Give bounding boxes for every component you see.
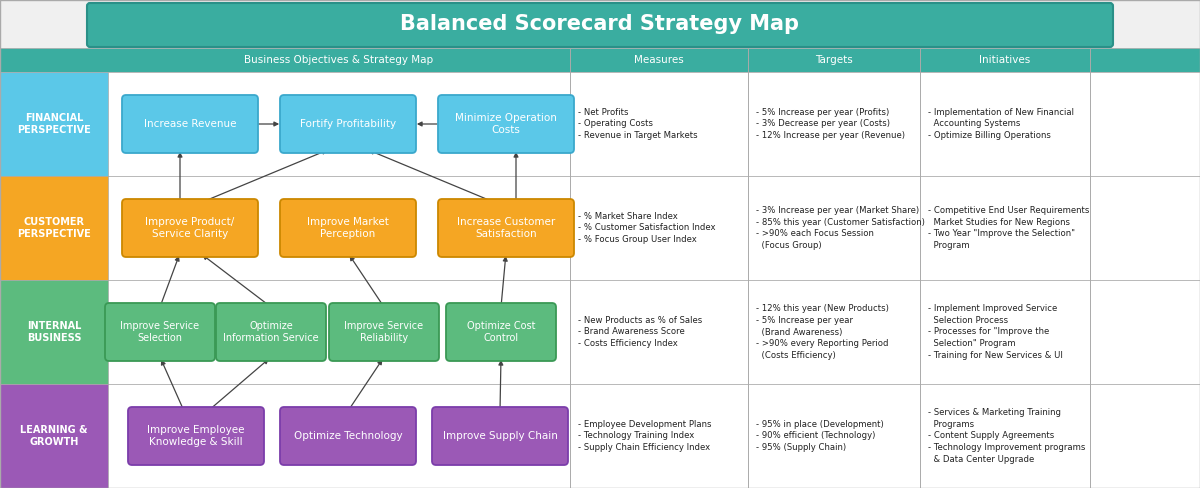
Text: Increase Revenue: Increase Revenue	[144, 119, 236, 129]
Bar	[0, 72, 108, 176]
Text: - Implementation of New Financial
  Accounting Systems
- Optimize Billing Operat: - Implementation of New Financial Accoun…	[928, 108, 1074, 141]
FancyBboxPatch shape	[280, 95, 416, 153]
FancyBboxPatch shape	[106, 303, 215, 361]
Bar	[0, 280, 108, 384]
FancyBboxPatch shape	[280, 407, 416, 465]
FancyBboxPatch shape	[438, 199, 574, 257]
Text: Optimize
Information Service: Optimize Information Service	[223, 321, 319, 343]
Text: Optimize Cost
Control: Optimize Cost Control	[467, 321, 535, 343]
Text: - New Products as % of Sales
- Brand Awareness Score
- Costs Efficiency Index: - New Products as % of Sales - Brand Awa…	[578, 316, 702, 348]
Text: - 95% in place (Development)
- 90% efficient (Technology)
- 95% (Supply Chain): - 95% in place (Development) - 90% effic…	[756, 420, 883, 452]
Text: Minimize Operation
Costs: Minimize Operation Costs	[455, 113, 557, 135]
Bar	[0, 280, 1200, 384]
FancyBboxPatch shape	[122, 199, 258, 257]
Text: INTERNAL
BUSINESS: INTERNAL BUSINESS	[26, 321, 82, 343]
Text: Improve Service
Reliability: Improve Service Reliability	[344, 321, 424, 343]
Text: Measures: Measures	[634, 55, 684, 65]
FancyBboxPatch shape	[280, 199, 416, 257]
Text: - 5% Increase per year (Profits)
- 3% Decrease per year (Costs)
- 12% Increase p: - 5% Increase per year (Profits) - 3% De…	[756, 108, 905, 141]
Text: Targets: Targets	[815, 55, 853, 65]
Text: - Services & Marketing Training
  Programs
- Content Supply Agreements
- Technol: - Services & Marketing Training Programs…	[928, 408, 1085, 464]
Text: - % Market Share Index
- % Customer Satisfaction Index
- % Focus Group User Inde: - % Market Share Index - % Customer Sati…	[578, 212, 715, 244]
Bar	[0, 384, 1200, 488]
Text: Improve Employee
Knowledge & Skill: Improve Employee Knowledge & Skill	[148, 425, 245, 447]
Text: Improve Product/
Service Clarity: Improve Product/ Service Clarity	[145, 217, 235, 239]
FancyBboxPatch shape	[216, 303, 326, 361]
FancyBboxPatch shape	[438, 95, 574, 153]
Bar	[0, 48, 1200, 72]
FancyBboxPatch shape	[128, 407, 264, 465]
FancyBboxPatch shape	[122, 95, 258, 153]
Text: Improve Market
Perception: Improve Market Perception	[307, 217, 389, 239]
Text: CUSTOMER
PERSPECTIVE: CUSTOMER PERSPECTIVE	[17, 217, 91, 239]
Text: Improve Supply Chain: Improve Supply Chain	[443, 431, 558, 441]
Bar	[0, 72, 1200, 488]
Text: - Employee Development Plans
- Technology Training Index
- Supply Chain Efficien: - Employee Development Plans - Technolog…	[578, 420, 712, 452]
FancyBboxPatch shape	[88, 3, 1114, 47]
Text: - 12% this year (New Products)
- 5% Increase per year
  (Brand Awareness)
- >90%: - 12% this year (New Products) - 5% Incr…	[756, 304, 889, 360]
Bar	[0, 176, 1200, 280]
FancyBboxPatch shape	[329, 303, 439, 361]
Text: LEARNING &
GROWTH: LEARNING & GROWTH	[20, 425, 88, 447]
Text: - 3% Increase per year (Market Share)
- 85% this year (Customer Satisfaction)
- : - 3% Increase per year (Market Share) - …	[756, 206, 925, 250]
Text: Business Objectives & Strategy Map: Business Objectives & Strategy Map	[245, 55, 433, 65]
Text: FINANCIAL
PERSPECTIVE: FINANCIAL PERSPECTIVE	[17, 113, 91, 135]
Bar	[0, 72, 1200, 176]
Text: - Implement Improved Service
  Selection Process
- Processes for "Improve the
  : - Implement Improved Service Selection P…	[928, 304, 1063, 360]
Text: Fortify Profitability: Fortify Profitability	[300, 119, 396, 129]
Text: Increase Customer
Satisfaction: Increase Customer Satisfaction	[457, 217, 556, 239]
Text: - Competitive End User Requirements
  Market Studies for New Regions
- Two Year : - Competitive End User Requirements Mark…	[928, 206, 1090, 250]
Text: Improve Service
Selection: Improve Service Selection	[120, 321, 199, 343]
Text: - Net Profits
- Operating Costs
- Revenue in Target Markets: - Net Profits - Operating Costs - Revenu…	[578, 108, 697, 141]
Bar	[0, 384, 108, 488]
Text: Balanced Scorecard Strategy Map: Balanced Scorecard Strategy Map	[401, 14, 799, 34]
Text: Optimize Technology: Optimize Technology	[294, 431, 402, 441]
Bar	[0, 176, 108, 280]
Text: Initiatives: Initiatives	[979, 55, 1031, 65]
FancyBboxPatch shape	[432, 407, 568, 465]
FancyBboxPatch shape	[446, 303, 556, 361]
